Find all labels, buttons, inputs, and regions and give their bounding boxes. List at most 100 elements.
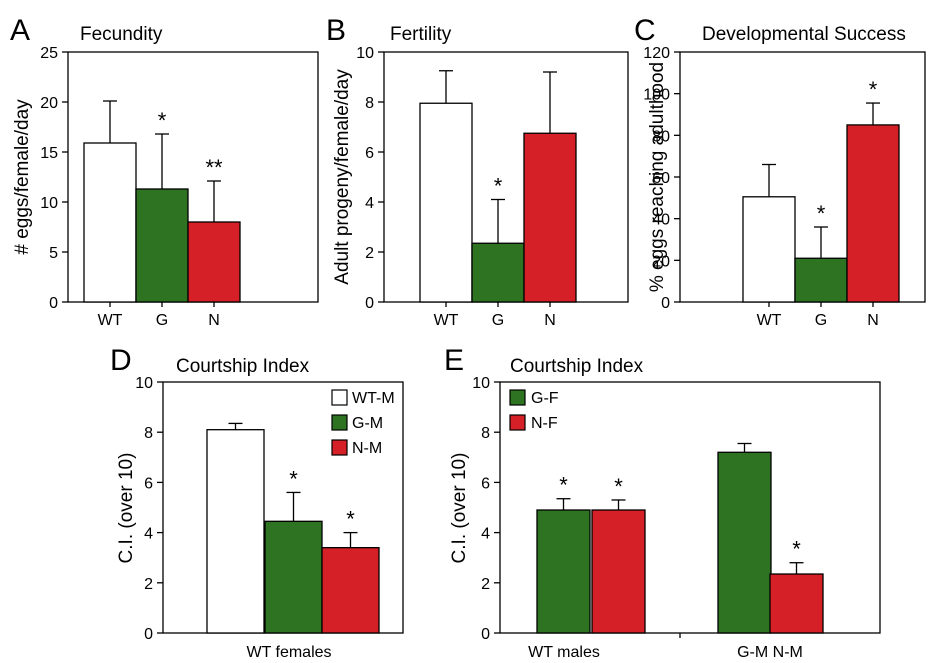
y-tick-label: 2 (481, 576, 490, 593)
y-tick-label: 100 (643, 87, 670, 104)
bar (187, 221, 241, 303)
plot-frame (499, 381, 881, 634)
legend-label: WT-M (352, 390, 395, 407)
panel-title: Courtship Index (510, 356, 644, 377)
y-axis-label: C.I. (over 10) (449, 453, 470, 564)
y-tick-label: 15 (40, 145, 58, 162)
y-tick-label: 0 (481, 626, 490, 643)
bar (742, 196, 796, 303)
bar (264, 520, 323, 634)
bar (717, 451, 772, 634)
bar (536, 509, 591, 634)
legend-swatch (509, 389, 526, 406)
significance-mark: ** (205, 155, 223, 180)
x-tick-label: WT (434, 312, 459, 329)
y-tick-label: 8 (481, 425, 490, 442)
panel-title: Courtship Index (176, 356, 310, 377)
panel-letter: C (634, 14, 656, 47)
x-tick-label: N (544, 312, 556, 329)
y-tick-label: 0 (144, 626, 153, 643)
significance-mark: * (817, 201, 826, 226)
panel-c: C Developmental Success 0 20 40 60 80 100 120% e… (634, 14, 926, 329)
x-tick-label: G (156, 312, 168, 329)
bar (523, 132, 577, 303)
y-axis-label: Adult progeny/female/day (332, 69, 353, 285)
y-tick-label: 2 (365, 245, 374, 262)
x-tick-label: G (815, 312, 827, 329)
y-tick-label: 120 (643, 45, 670, 62)
significance-mark: * (792, 537, 801, 562)
panel-title: Fecundity (80, 24, 163, 45)
y-tick-label: 2 (144, 576, 153, 593)
x-tick-label: G (492, 312, 504, 329)
panel-letter: A (10, 14, 30, 47)
legend-swatch (331, 389, 348, 406)
legend-swatch (509, 414, 526, 431)
legend-label: N-F (531, 415, 558, 432)
bar (83, 142, 137, 303)
x-tick-label: WT (98, 312, 123, 329)
y-tick-label: 8 (144, 425, 153, 442)
y-tick-label: 40 (652, 212, 670, 229)
x-group-label: G-M N-M (737, 644, 803, 661)
y-axis-label: % eggs reaching adulthood (647, 62, 668, 292)
bar (206, 429, 265, 634)
panel-e: E Courtship Index 0 2 4 6 8 10 C.I. (over 10) * * *… (444, 344, 881, 661)
y-tick-label: 4 (144, 526, 153, 543)
y-tick-label: 0 (49, 295, 58, 312)
legend-label: G-F (531, 390, 559, 407)
panel-a: A Fecundity 0 5 10 15 20 25 # eggs/female/day WT *… (10, 14, 319, 329)
panel-letter: E (444, 344, 464, 377)
bar (135, 188, 189, 303)
y-tick-label: 10 (356, 45, 374, 62)
y-tick-label: 20 (40, 95, 58, 112)
y-tick-label: 10 (135, 375, 153, 392)
bar (321, 547, 380, 634)
panel-letter: D (110, 344, 132, 377)
bar (591, 509, 646, 634)
y-tick-label: 6 (144, 475, 153, 492)
significance-mark: * (614, 474, 623, 499)
y-tick-label: 25 (40, 45, 58, 62)
significance-mark: * (869, 77, 878, 102)
x-tick-label: N (208, 312, 220, 329)
panel-d: D Courtship Index 0 2 4 6 8 10 C.I. (over 10) * * W… (110, 344, 404, 661)
y-tick-label: 10 (40, 195, 58, 212)
x-group-label: WT males (528, 644, 600, 661)
y-tick-label: 5 (49, 245, 58, 262)
y-tick-label: 4 (365, 195, 374, 212)
x-group-label: WT females (246, 644, 331, 661)
legend-swatch (331, 439, 348, 456)
y-tick-label: 6 (365, 145, 374, 162)
y-tick-label: 0 (365, 295, 374, 312)
y-tick-label: 60 (652, 170, 670, 187)
y-tick-label: 6 (481, 475, 490, 492)
significance-mark: * (559, 473, 568, 498)
legend-label: N-M (352, 440, 382, 457)
bar (846, 124, 900, 303)
panel-title: Fertility (390, 24, 452, 45)
y-axis-label: C.I. (over 10) (116, 453, 137, 564)
y-tick-label: 4 (481, 526, 490, 543)
legend-label: G-M (352, 415, 383, 432)
bar (471, 242, 525, 303)
legend-swatch (331, 414, 348, 431)
bar (794, 257, 848, 303)
y-tick-label: 20 (652, 253, 670, 270)
panel-letter: B (326, 14, 346, 47)
significance-mark: * (346, 507, 355, 532)
bar (769, 573, 824, 634)
bar (419, 102, 473, 303)
y-tick-label: 8 (365, 95, 374, 112)
x-tick-label: N (867, 312, 879, 329)
y-axis-label: # eggs/female/day (12, 99, 33, 255)
y-tick-label: 10 (472, 375, 490, 392)
significance-mark: * (494, 174, 503, 199)
significance-mark: * (158, 108, 167, 133)
panel-title: Developmental Success (702, 24, 906, 45)
y-tick-label: 0 (661, 295, 670, 312)
x-tick-label: WT (757, 312, 782, 329)
significance-mark: * (289, 466, 298, 491)
